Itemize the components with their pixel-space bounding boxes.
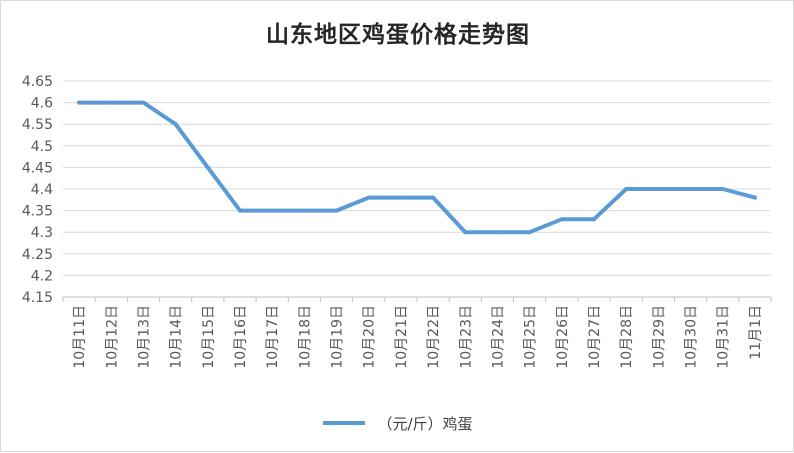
y-tick-label: 4.15 bbox=[22, 290, 53, 306]
x-tick-label: 10月11日 bbox=[72, 305, 88, 369]
data-point bbox=[302, 208, 307, 213]
data-point bbox=[334, 208, 339, 213]
data-point bbox=[205, 165, 210, 170]
data-point bbox=[173, 122, 178, 127]
data-point bbox=[720, 187, 725, 191]
data-point bbox=[527, 230, 532, 235]
legend-swatch bbox=[323, 421, 366, 425]
data-point bbox=[592, 217, 596, 222]
x-tick-label: 10月30日 bbox=[684, 305, 700, 369]
x-tick-label: 10月18日 bbox=[297, 305, 313, 369]
x-tick-label: 10月15日 bbox=[201, 305, 217, 369]
x-tick-label: 10月20日 bbox=[362, 305, 378, 369]
data-point bbox=[463, 230, 468, 235]
data-point bbox=[431, 195, 436, 200]
data-point bbox=[688, 187, 693, 191]
x-tick-label: 10月25日 bbox=[523, 305, 539, 369]
y-tick-label: 4.2 bbox=[31, 268, 53, 284]
y-tick-label: 4.25 bbox=[22, 247, 53, 263]
data-point bbox=[752, 195, 757, 200]
data-point bbox=[366, 195, 371, 200]
y-tick-label: 4.6 bbox=[31, 96, 53, 112]
y-tick-label: 4.35 bbox=[22, 204, 53, 220]
data-point bbox=[109, 100, 114, 105]
y-tick-label: 4.45 bbox=[22, 160, 53, 176]
data-point bbox=[141, 100, 146, 105]
y-tick-label: 4.3 bbox=[31, 225, 53, 241]
data-point bbox=[270, 208, 275, 213]
x-tick-label: 10月23日 bbox=[458, 305, 474, 369]
x-tick-label: 10月28日 bbox=[619, 305, 635, 369]
chart-title: 山东地区鸡蛋价格走势图 bbox=[266, 21, 530, 48]
x-tick-label: 10月21日 bbox=[394, 305, 410, 369]
x-tick-label: 10月29日 bbox=[651, 305, 667, 369]
x-tick-label: 10月14日 bbox=[169, 305, 185, 369]
series-line bbox=[77, 100, 757, 235]
x-tick-label: 10月26日 bbox=[555, 305, 571, 369]
data-point bbox=[77, 100, 82, 105]
x-tick-label: 10月24日 bbox=[490, 305, 506, 369]
y-tick-label: 4.5 bbox=[31, 139, 53, 155]
data-point bbox=[656, 187, 661, 191]
x-tick-label: 10月27日 bbox=[587, 305, 603, 369]
x-tick-label: 10月12日 bbox=[104, 305, 120, 369]
data-point bbox=[238, 208, 242, 213]
x-tick-label: 10月16日 bbox=[233, 305, 249, 369]
x-tick-label: 11月1日 bbox=[748, 305, 764, 360]
legend: （元/斤）鸡蛋 bbox=[1, 411, 794, 435]
x-tick-label: 10月19日 bbox=[330, 305, 346, 369]
y-tick-label: 4.55 bbox=[22, 117, 53, 133]
legend-label: （元/斤）鸡蛋 bbox=[377, 414, 473, 433]
x-tick-label: 10月22日 bbox=[426, 305, 442, 369]
x-tick-label: 10月31日 bbox=[716, 305, 732, 369]
data-point bbox=[624, 187, 629, 191]
data-point bbox=[398, 195, 403, 200]
x-tick-label: 10月17日 bbox=[265, 305, 281, 369]
x-tick-label: 10月13日 bbox=[136, 305, 152, 369]
data-point bbox=[559, 217, 564, 222]
y-tick-label: 4.65 bbox=[22, 74, 53, 90]
data-point bbox=[495, 230, 500, 235]
y-tick-label: 4.4 bbox=[31, 182, 53, 198]
